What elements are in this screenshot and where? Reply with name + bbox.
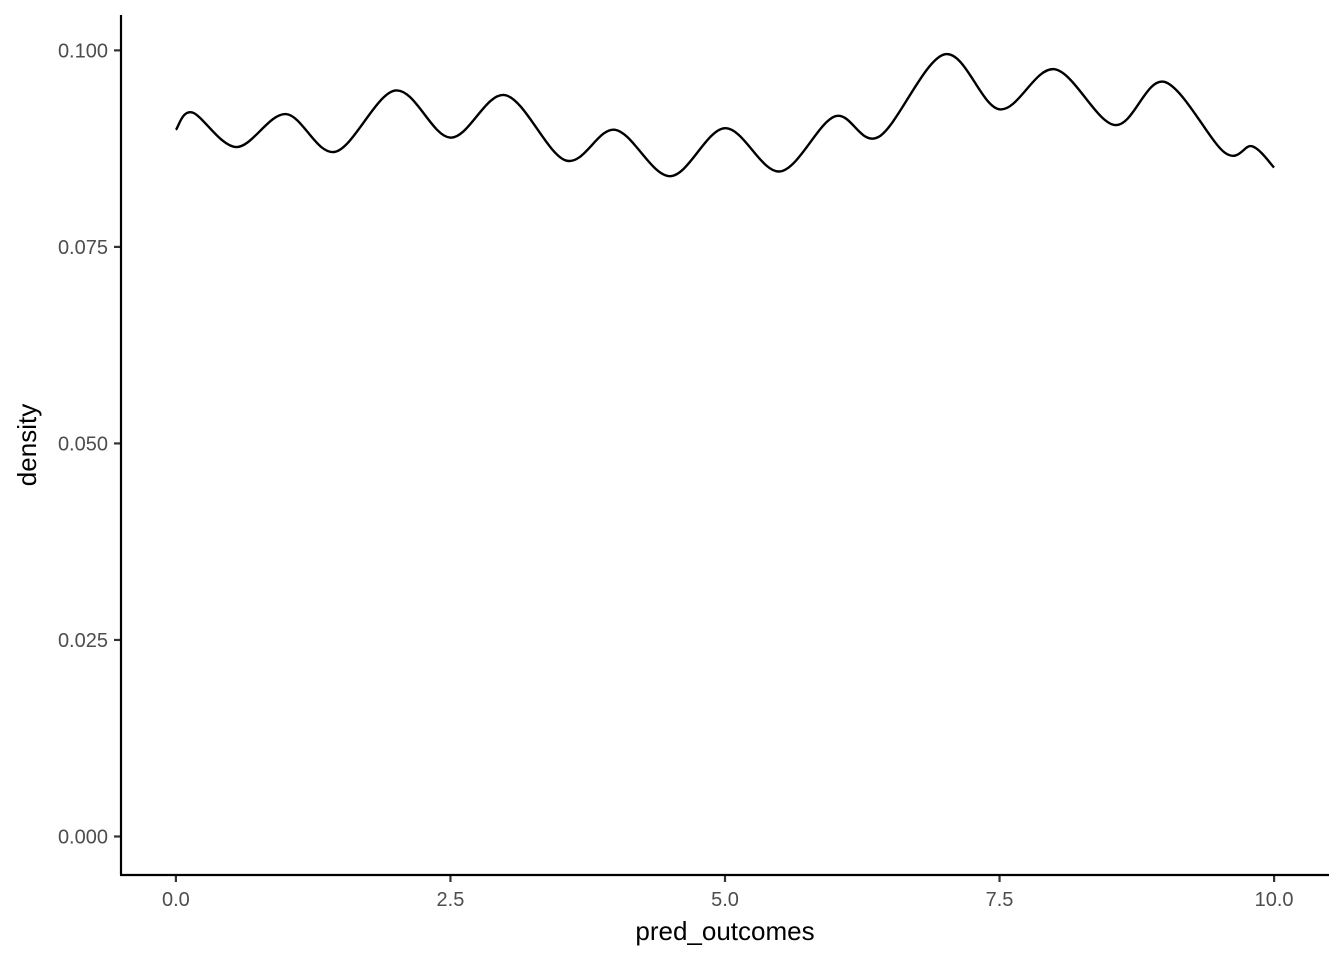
plot-area bbox=[174, 53, 1275, 178]
x-tick-label: 0.0 bbox=[162, 889, 190, 911]
y-tick-label: 0.000 bbox=[58, 826, 108, 848]
x-axis-ticks: 0.0 2.5 5.0 7.5 10.0 bbox=[162, 875, 1294, 911]
y-tick-label: 0.075 bbox=[58, 237, 108, 259]
density-curve bbox=[174, 53, 1275, 178]
x-tick-label: 5.0 bbox=[711, 889, 739, 911]
y-tick-label: 0.100 bbox=[58, 40, 108, 62]
y-axis-ticks: 0.000 0.025 0.050 0.075 0.100 bbox=[58, 40, 121, 848]
x-tick-label: 10.0 bbox=[1255, 889, 1294, 911]
y-tick-label: 0.050 bbox=[58, 433, 108, 455]
x-axis-title: pred_outcomes bbox=[635, 916, 814, 946]
x-tick-label: 7.5 bbox=[986, 889, 1014, 911]
x-tick-label: 2.5 bbox=[437, 889, 465, 911]
y-axis-title: density bbox=[12, 404, 42, 486]
y-tick-label: 0.025 bbox=[58, 630, 108, 652]
